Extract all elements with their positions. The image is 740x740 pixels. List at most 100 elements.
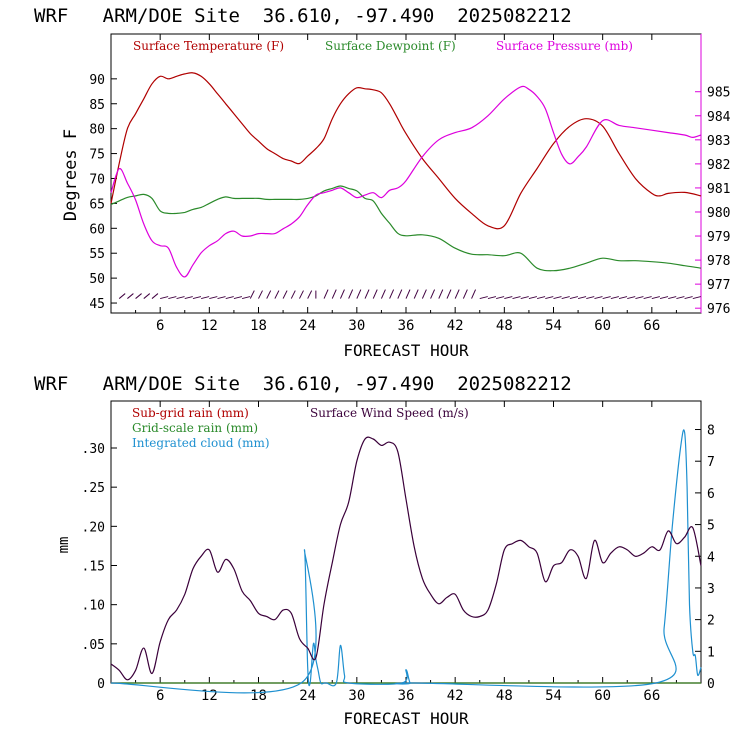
wind-barb (282, 290, 288, 299)
wind-barb (586, 296, 595, 300)
wind-barb (339, 289, 345, 299)
series-surface-pressure (110, 85, 702, 278)
wind-barb (430, 289, 436, 299)
wind-barb (225, 296, 234, 300)
wind-barb (209, 296, 218, 300)
wind-barb (520, 296, 529, 300)
series-surface-wind-speed (110, 436, 702, 681)
wind-barb (602, 296, 611, 300)
wind-barb (487, 296, 497, 300)
x-tick-label: 30 (348, 688, 365, 704)
y-tick-label: .20 (82, 520, 105, 535)
legend-wind-speed: Surface Wind Speed (m/s) (310, 406, 469, 420)
y2-tick-label: 978 (707, 254, 730, 269)
y2-tick-label: 977 (707, 278, 730, 293)
wind-barb (118, 293, 126, 299)
wind-barb (446, 289, 452, 299)
wind-barb (528, 296, 538, 300)
wind-barb (413, 289, 419, 299)
x-tick-label: 6 (156, 318, 164, 334)
wind-barb (299, 290, 304, 299)
wind-barb (635, 296, 644, 300)
y-tick-label: 45 (89, 297, 105, 312)
wind-barb (192, 296, 202, 300)
wind-barb (290, 290, 296, 299)
x-tick-label: 66 (643, 318, 660, 334)
wind-barb (479, 296, 488, 300)
y2-tick-label: 3 (707, 582, 715, 597)
x-tick-label: 30 (348, 318, 365, 334)
y-tick-label: .30 (82, 442, 105, 457)
x-tick-label: 18 (250, 318, 267, 334)
y-tick-label: 85 (89, 98, 105, 113)
y2-tick-label: 0 (707, 677, 715, 692)
y2-tick-label: 980 (707, 206, 730, 221)
y-tick-label: 65 (89, 197, 105, 212)
bottom-chart-ylabel: mm (56, 537, 72, 554)
wind-barb (536, 296, 546, 300)
wind-barb (397, 289, 403, 299)
bottom-chart-xlabel: FORECAST HOUR (343, 709, 469, 728)
wind-barb (323, 289, 329, 299)
wind-barb (348, 289, 354, 299)
wind-barb (668, 296, 677, 300)
x-tick-label: 66 (643, 688, 660, 704)
y-tick-label: .25 (82, 481, 105, 496)
y-tick-label: 75 (89, 148, 105, 163)
wind-barb (233, 296, 243, 300)
chart-1: 6 12 18 24 30 36 42 48 54 60 660.05.10.15.20.25.30… (82, 400, 715, 704)
wind-barb (356, 289, 362, 299)
y-tick-label: 50 (89, 272, 105, 287)
y-tick-label: .10 (82, 599, 105, 614)
wind-barb (307, 290, 313, 299)
y-tick-label: 0 (97, 677, 105, 692)
x-tick-label: 60 (594, 318, 611, 334)
x-tick-label: 18 (250, 688, 267, 704)
wind-barb (561, 296, 570, 300)
y2-tick-label: 4 (707, 550, 715, 565)
x-tick-label: 60 (594, 688, 611, 704)
wind-barb (372, 289, 378, 299)
wind-barb (692, 296, 701, 300)
y2-tick-label: 976 (707, 302, 730, 317)
x-tick-label: 48 (496, 688, 513, 704)
wind-barb (496, 296, 505, 300)
wind-barb (684, 296, 693, 300)
wind-barb (627, 296, 636, 300)
wind-barb (659, 296, 669, 300)
wind-barb (438, 289, 444, 299)
legend-integrated-cloud: Integrated cloud (mm) (132, 436, 270, 450)
legend-dewpoint: Surface Dewpoint (F) (325, 39, 456, 53)
wind-barb (266, 290, 272, 299)
y2-tick-label: 984 (707, 110, 731, 125)
chart-0: 6 12 18 24 30 36 42 48 54 60 66 45 50 55 60 65 70 75 80 85 9… (89, 33, 731, 334)
y-tick-label: .05 (82, 638, 105, 653)
y2-tick-label: 2 (707, 614, 715, 629)
wind-barb (545, 296, 554, 300)
series-surface-dewpoint (110, 185, 702, 272)
y2-tick-label: 5 (707, 519, 715, 534)
wind-barb (151, 293, 159, 299)
wind-barb (249, 290, 255, 299)
wind-barb (184, 296, 193, 300)
wind-barb (676, 296, 685, 300)
y-tick-label: 90 (89, 73, 105, 88)
wind-barb (405, 289, 411, 299)
wind-barb (643, 296, 652, 300)
series-integrated-cloud (110, 429, 702, 694)
wind-barb (389, 289, 395, 299)
y2-tick-label: 981 (707, 182, 730, 197)
wind-barbs (118, 289, 701, 300)
legend-grid-rain: Grid-scale rain (mm) (132, 421, 258, 435)
x-tick-label: 42 (447, 318, 464, 334)
wind-barb (471, 289, 477, 299)
x-tick-label: 12 (201, 688, 218, 704)
x-tick-label: 12 (201, 318, 218, 334)
top-chart-xlabel: FORECAST HOUR (343, 341, 469, 360)
x-tick-label: 6 (156, 688, 164, 704)
y2-tick-label: 6 (707, 487, 715, 502)
wind-barb (127, 293, 134, 299)
wind-barb (135, 293, 142, 299)
y-tick-label: 55 (89, 247, 105, 262)
